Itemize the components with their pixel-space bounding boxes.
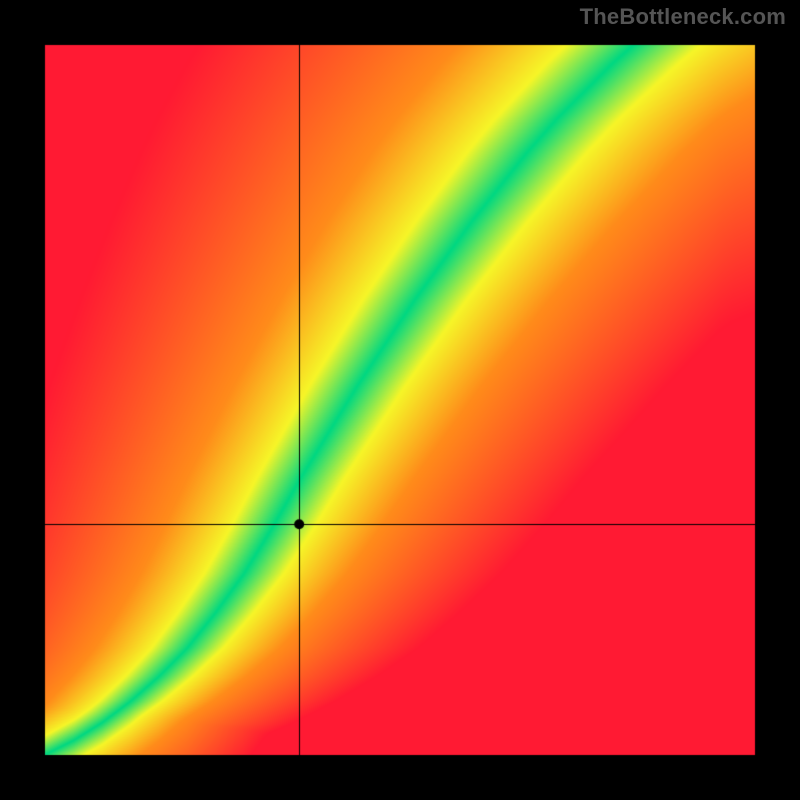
watermark-text: TheBottleneck.com <box>580 4 786 30</box>
bottleneck-heatmap <box>0 0 800 800</box>
